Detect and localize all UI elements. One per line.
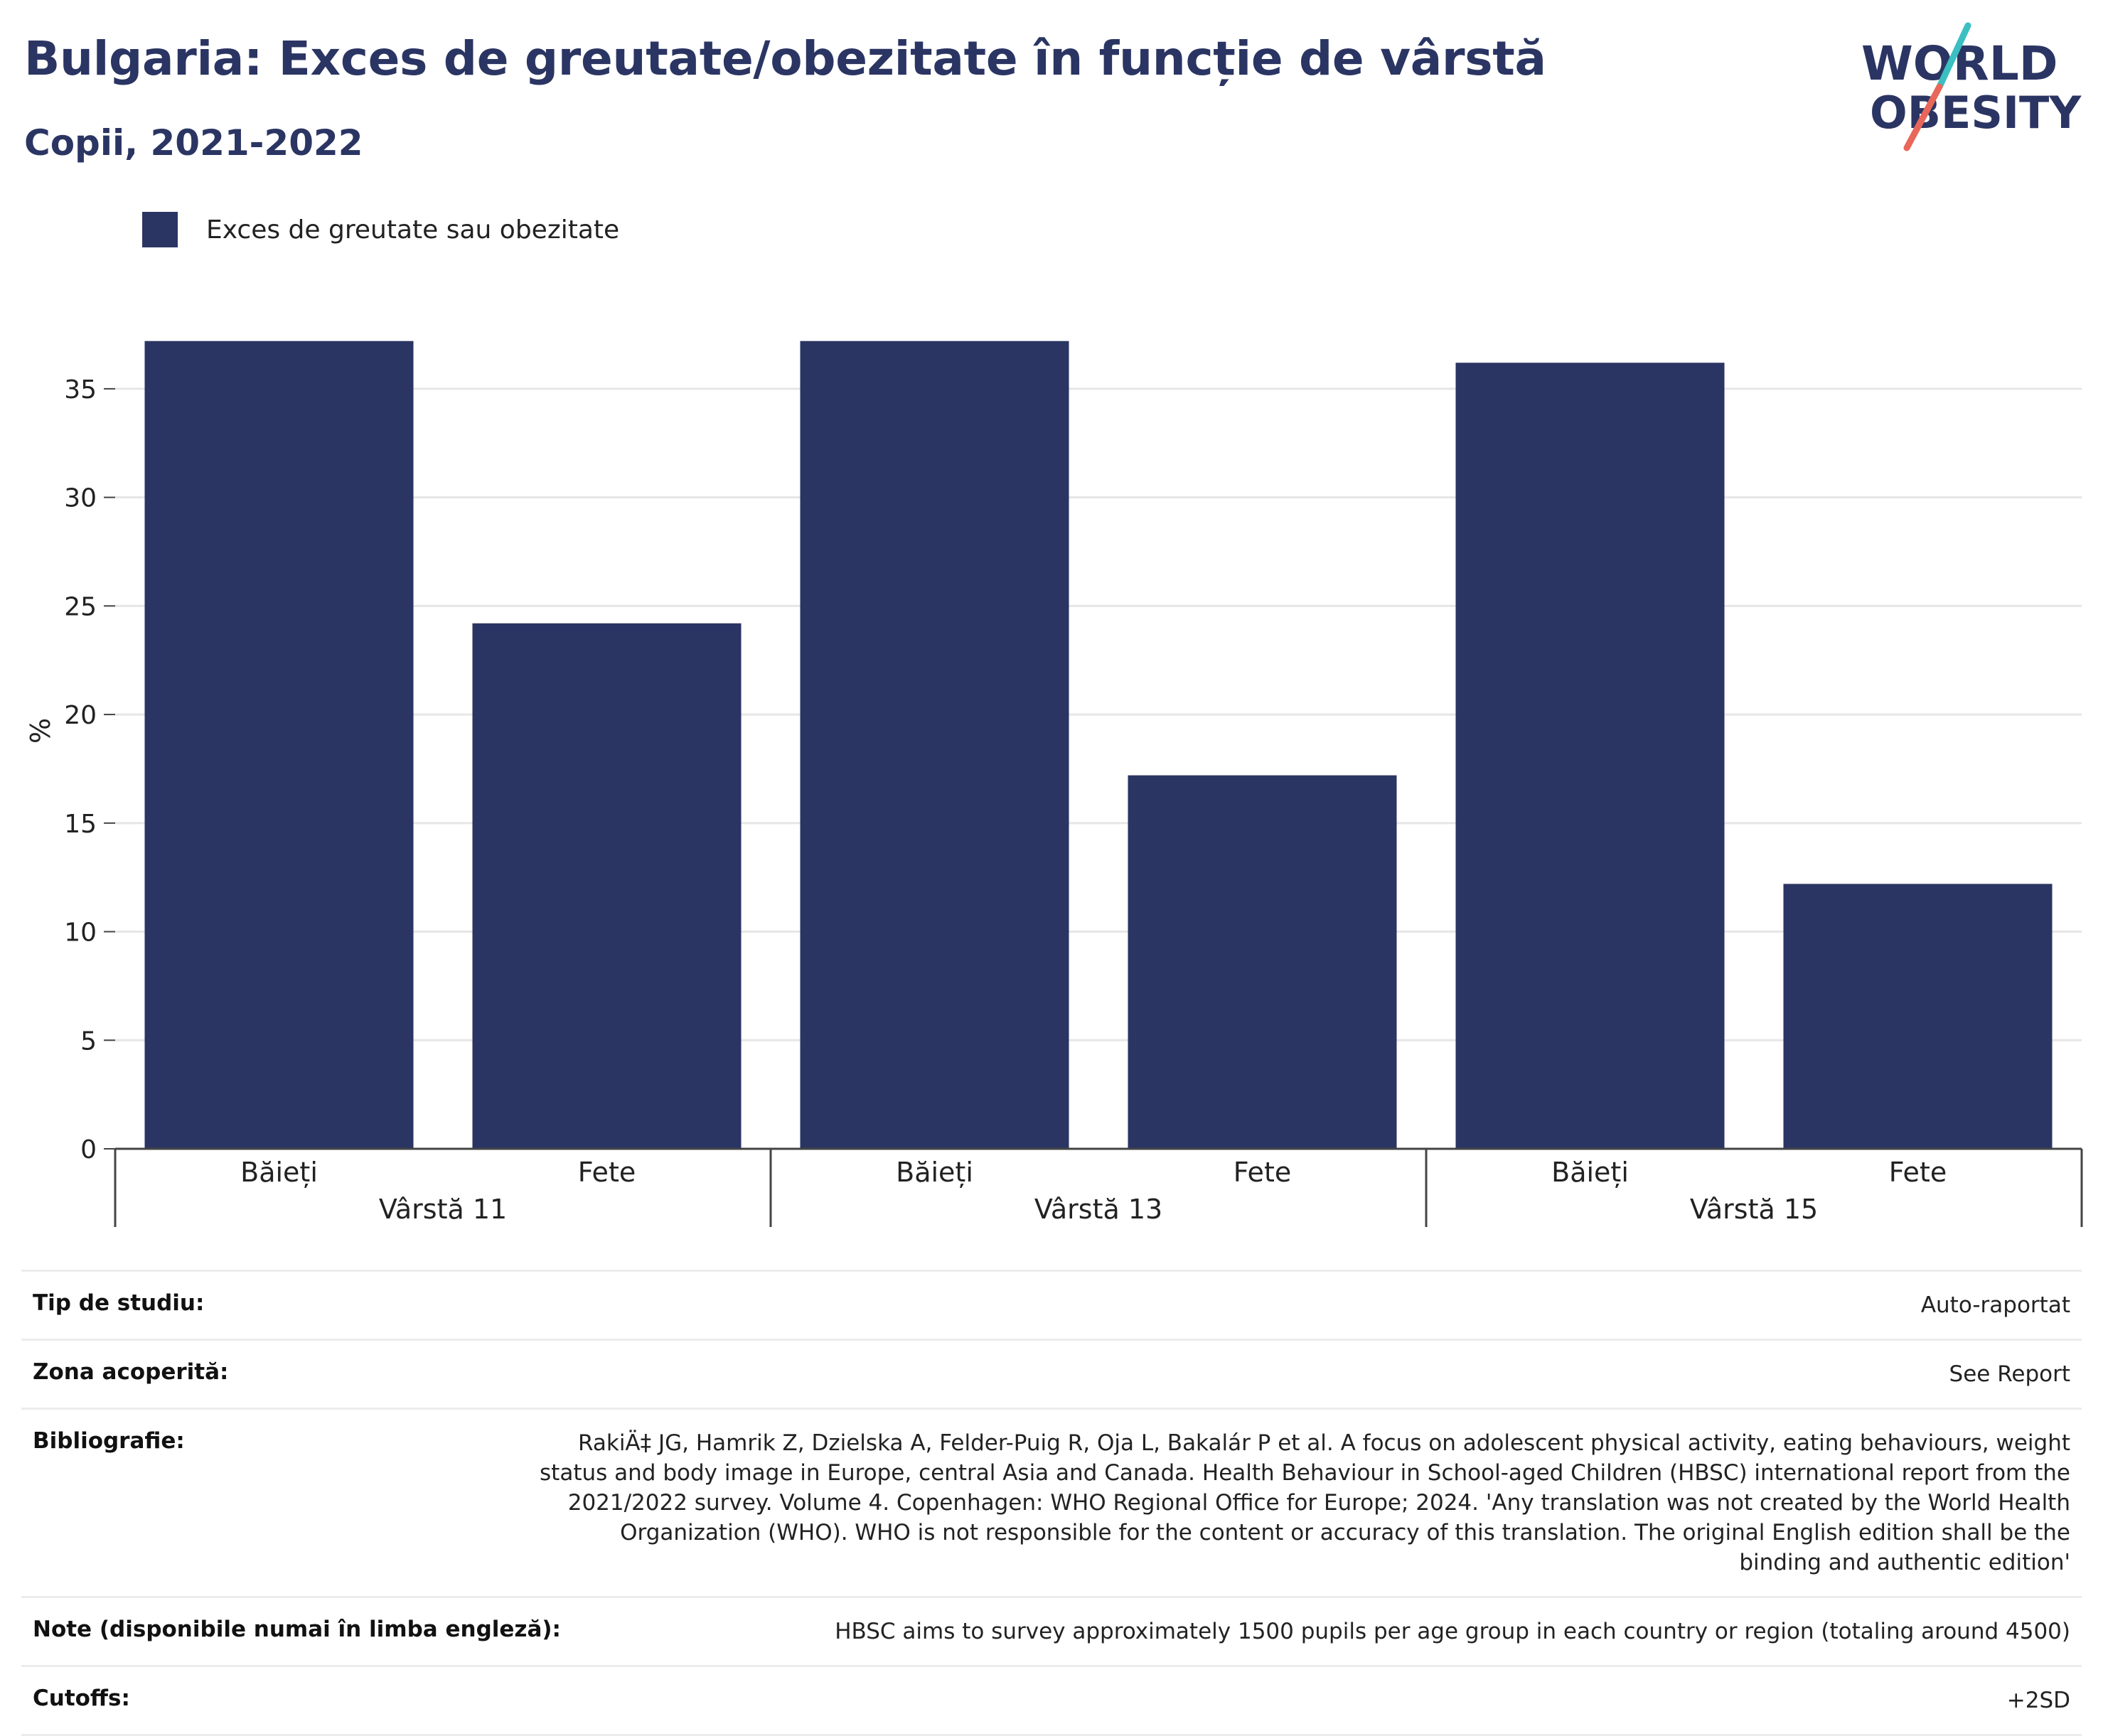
meta-key: Cutoffs: bbox=[33, 1686, 130, 1711]
y-tick-label: 30 bbox=[64, 484, 97, 513]
meta-row-cutoffs: Cutoffs: +2SD bbox=[21, 1665, 2082, 1736]
bar-chart: 0 5 10 15 20 25 30 35% Băieți Fete Băieți Fete Băieț… bbox=[25, 341, 2083, 1227]
bar bbox=[1783, 884, 2053, 1149]
y-tick-label: 20 bbox=[64, 701, 97, 730]
logo-text-obesity: OBESITY bbox=[1870, 87, 2082, 139]
meta-key: Note (disponibile numai în limba engleză… bbox=[33, 1617, 561, 1642]
x-group-label: Vârstă 15 bbox=[1690, 1194, 1818, 1225]
metadata-table: Tip de studiu: Auto-raportat Zona acoper… bbox=[21, 1270, 2082, 1736]
legend[interactable]: Exces de greutate sau obezitate bbox=[142, 210, 619, 249]
x-category-label: Băieți bbox=[1551, 1157, 1629, 1188]
bar bbox=[1128, 775, 1397, 1149]
y-tick-label: 5 bbox=[80, 1027, 97, 1056]
meta-row-bibliography: Bibliografie: RakiÄ‡ JG, Hamrik Z, Dziel… bbox=[21, 1408, 2082, 1596]
legend-label: Exces de greutate sau obezitate bbox=[206, 215, 620, 245]
x-group-label: Vârstă 13 bbox=[1034, 1194, 1162, 1225]
x-category-label: Fete bbox=[578, 1157, 636, 1188]
y-tick-label: 25 bbox=[64, 592, 97, 621]
meta-key: Tip de studiu: bbox=[33, 1290, 205, 1316]
x-category-label: Băieți bbox=[240, 1157, 318, 1188]
meta-value: See Report bbox=[1949, 1361, 2070, 1387]
meta-value: +2SD bbox=[2006, 1688, 2070, 1713]
bar bbox=[800, 341, 1069, 1149]
meta-key: Zona acoperită: bbox=[33, 1359, 229, 1385]
y-axis-label: % bbox=[25, 718, 56, 744]
x-category-label: Fete bbox=[1889, 1157, 1947, 1188]
y-tick-label: 10 bbox=[64, 918, 97, 948]
bar bbox=[144, 341, 414, 1149]
meta-row-coverage: Zona acoperită: See Report bbox=[21, 1339, 2082, 1408]
legend-swatch bbox=[142, 212, 178, 247]
meta-value: RakiÄ‡ JG, Hamrik Z, Dzielska A, Felder-… bbox=[540, 1430, 2070, 1575]
meta-value: Auto-raportat bbox=[1920, 1292, 2070, 1318]
world-obesity-logo: WORLD OBESITY bbox=[1861, 22, 2082, 151]
x-category-label: Băieți bbox=[896, 1157, 973, 1188]
logo-slash-bottom bbox=[1903, 83, 1943, 151]
meta-key: Bibliografie: bbox=[33, 1428, 185, 1454]
bar bbox=[472, 623, 742, 1149]
logo-slash-top bbox=[1936, 22, 1971, 90]
meta-value: HBSC aims to survey approximately 1500 p… bbox=[835, 1619, 2070, 1644]
y-tick-label: 0 bbox=[80, 1135, 97, 1164]
meta-row-notes: Note (disponibile numai în limba engleză… bbox=[21, 1596, 2082, 1665]
x-group-label: Vârstă 11 bbox=[379, 1194, 507, 1225]
x-category-label: Fete bbox=[1234, 1157, 1291, 1188]
chart-title: Bulgaria: Exces de greutate/obezitate în… bbox=[24, 31, 1546, 86]
chart-subtitle: Copii, 2021-2022 bbox=[24, 122, 363, 164]
y-tick-label: 15 bbox=[64, 810, 97, 839]
y-tick-label: 35 bbox=[64, 375, 97, 404]
meta-row-study-type: Tip de studiu: Auto-raportat bbox=[21, 1270, 2082, 1339]
bar bbox=[1455, 363, 1725, 1150]
